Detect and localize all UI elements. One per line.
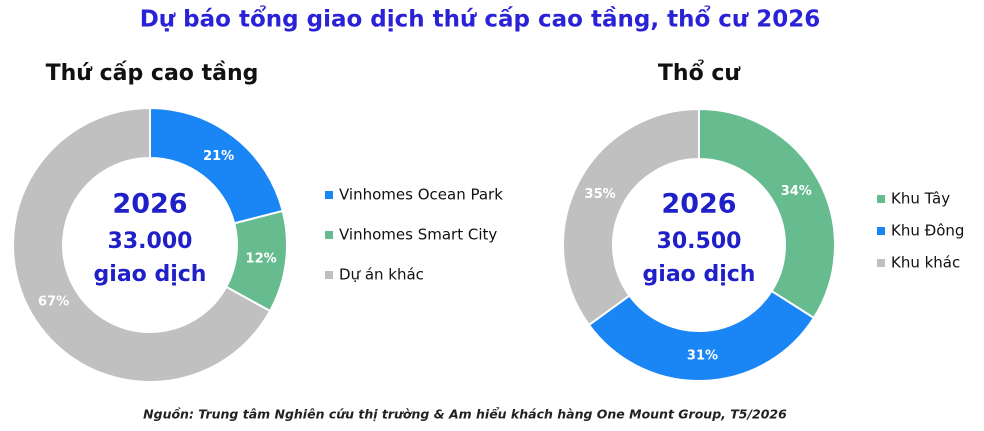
center-label: giao dịch <box>643 262 756 287</box>
legend-label: Vinhomes Smart City <box>339 226 497 244</box>
donut-slice <box>587 289 816 382</box>
center-label: 2026 <box>661 189 736 220</box>
legend-label: Vinhomes Ocean Park <box>339 186 503 204</box>
donut-slice <box>698 107 836 320</box>
donut-slice <box>12 106 272 383</box>
legend-swatch <box>877 259 885 267</box>
legend-label: Khu Đông <box>891 222 964 240</box>
center-label: 30.500 <box>657 229 742 254</box>
center-label: 2026 <box>112 189 187 220</box>
data-label: 31% <box>687 348 718 363</box>
legend-swatch <box>877 195 885 203</box>
legend-label: Khu khác <box>891 254 960 272</box>
data-label: 12% <box>246 252 277 267</box>
donut-slice <box>562 107 700 327</box>
data-label: 67% <box>38 295 69 310</box>
legend-swatch <box>877 227 885 235</box>
source: Nguồn: Trung tâm Nghiên cứu thị trường &… <box>143 407 787 422</box>
data-label: 34% <box>781 184 812 199</box>
legend-label: Dự án khác <box>339 266 424 284</box>
legend-swatch <box>325 231 333 239</box>
data-label: 21% <box>203 149 234 164</box>
legend-swatch <box>325 191 333 199</box>
legend-swatch <box>325 271 333 279</box>
page-title: Dự báo tổng giao dịch thứ cấp cao tầng, … <box>140 5 821 33</box>
center-label: giao dịch <box>94 262 207 287</box>
chart-title: Thứ cấp cao tầng <box>46 61 259 86</box>
legend-label: Khu Tây <box>891 190 950 208</box>
center-label: 33.000 <box>108 229 193 254</box>
data-label: 35% <box>585 187 616 202</box>
chart-title: Thổ cư <box>658 60 741 86</box>
